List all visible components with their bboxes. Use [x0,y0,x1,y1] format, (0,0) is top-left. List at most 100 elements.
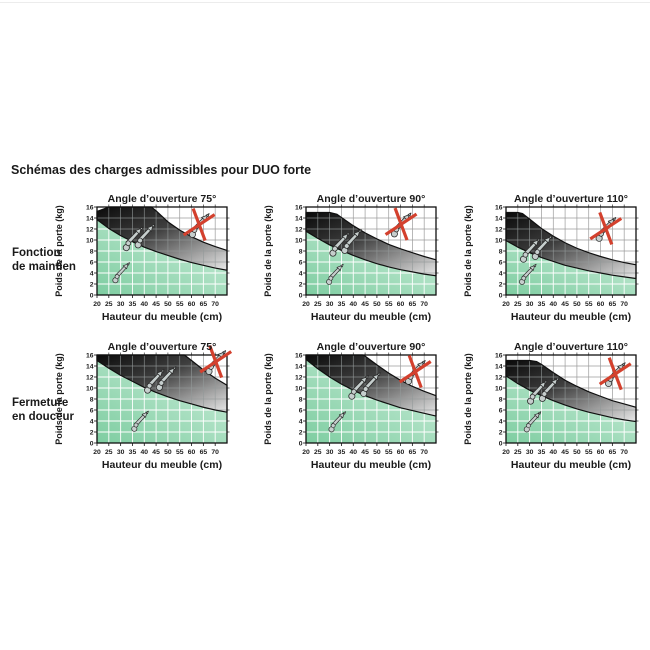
two-arm-band-region [506,360,636,422]
stay-arm-part [351,388,357,395]
load-chart-3: Angle d’ouverture 75° Poids de la porte (… [54,341,233,471]
stay-arm-icon [155,366,177,391]
y-axis-label: Poids de la porte (kg) [54,353,64,445]
prohibition-cross-icon [384,207,418,241]
y-tick-label: 0 [499,441,503,448]
prohibition-cross-icon [182,208,216,242]
admissible-region [97,360,227,443]
stay-arm-part [543,379,548,384]
stay-arm-part [526,423,531,429]
y-tick-label: 14 [495,364,503,371]
stay-arm-part [146,382,153,389]
x-axis-label: Hauteur du meuble (cm) [311,311,431,323]
x-axis-label: Hauteur du meuble (cm) [102,311,222,323]
x-tick-label: 65 [609,449,617,456]
stay-arm-shape [329,231,350,257]
plot-area [94,345,233,446]
y-tick-label: 10 [295,386,303,393]
stay-arm-part [338,412,345,419]
stay-arm-part [172,366,177,371]
stay-arm-part [358,229,362,234]
y-tick-label: 12 [86,227,94,234]
stay-arm-shape [326,263,344,285]
x-tick-label: 60 [188,301,196,308]
y-tick-label: 8 [299,397,303,404]
plot-area [503,352,639,446]
prohibition-cross-icon [199,345,233,379]
x-tick-label: 25 [105,449,113,456]
x-tick-label: 50 [164,449,172,456]
y-tick-label: 12 [495,375,503,382]
prohibited-stay-arm-icon [182,208,216,242]
stay-arm-part [365,374,369,379]
plot-area [94,204,230,298]
x-tick-label: 50 [373,301,381,308]
stay-arm-part [341,233,349,241]
stay-arm-icon [527,379,548,405]
stay-arm-part [534,249,541,255]
chart-title: Angle d’ouverture 110° [514,341,628,353]
band-outline-curve [305,211,437,277]
plot-border [96,354,228,444]
cross-stroke [598,362,632,386]
row-label-line: Fermeture [12,397,69,409]
x-tick-label: 70 [420,449,428,456]
x-tick-label: 40 [140,301,148,308]
y-axis-label: Poids de la porte (kg) [463,205,473,297]
y-tick-label: 12 [495,227,503,234]
stay-arm-icon [519,237,541,263]
plot-border [96,206,228,296]
stay-arm-shape [531,235,553,260]
row-label-line: de maintien [12,261,76,273]
y-tick-label: 6 [299,260,303,267]
stay-arm-part [548,235,553,240]
stay-arm-part [353,230,361,238]
y-axis-label: Poids de la porte (kg) [263,205,273,297]
y-tick-label: 2 [499,282,503,289]
y-tick-label: 16 [295,205,303,212]
x-tick-label: 35 [538,301,546,308]
x-tick-label: 65 [409,301,417,308]
y-tick-label: 14 [495,216,503,223]
stay-arm-icon [348,374,369,400]
stay-arm-shape [131,410,149,432]
x-tick-label: 35 [338,449,346,456]
stay-arm-icon [360,372,381,397]
chart-block-2: Angle d’ouverture 110° Poids de la porte … [462,191,648,327]
y-tick-label: 12 [295,227,303,234]
stay-arm-part [346,231,350,236]
stay-arm-part [205,213,210,218]
x-tick-label: 50 [164,301,172,308]
chart-title: Angle d’ouverture 90° [317,341,426,353]
stay-arm-icon [329,231,350,257]
x-tick-label: 65 [200,301,208,308]
stay-arm-shape [112,262,130,284]
x-axis-label: Hauteur du meuble (cm) [511,311,631,323]
chart-title: Angle d’ouverture 75° [108,193,217,205]
x-tick-label: 40 [349,449,357,456]
stay-arm-part [168,367,175,375]
y-tick-label: 8 [499,249,503,256]
stay-arm-part [151,223,156,228]
x-tick-label: 20 [502,449,510,456]
x-tick-label: 25 [314,449,322,456]
admissible-region [97,219,227,295]
y-axis-label: Poids de la porte (kg) [54,205,64,297]
x-tick-label: 20 [302,449,310,456]
stay-arm-part [544,236,551,244]
two-arm-band-region [306,212,436,276]
stay-arm-part [330,423,336,429]
stay-arm-part [156,370,163,378]
x-tick-label: 50 [573,449,581,456]
stay-arm-part [125,240,132,247]
stay-arm-part [407,212,412,217]
stay-arm-part [533,263,537,268]
band-outline-curve [505,359,637,423]
y-tick-label: 4 [90,271,94,278]
stay-arm-part [135,227,142,235]
stay-arm-part [612,217,617,222]
prohibited-stay-arm-icon [589,211,623,246]
stay-arm-part [122,263,129,270]
stay-arm-part [421,360,426,365]
